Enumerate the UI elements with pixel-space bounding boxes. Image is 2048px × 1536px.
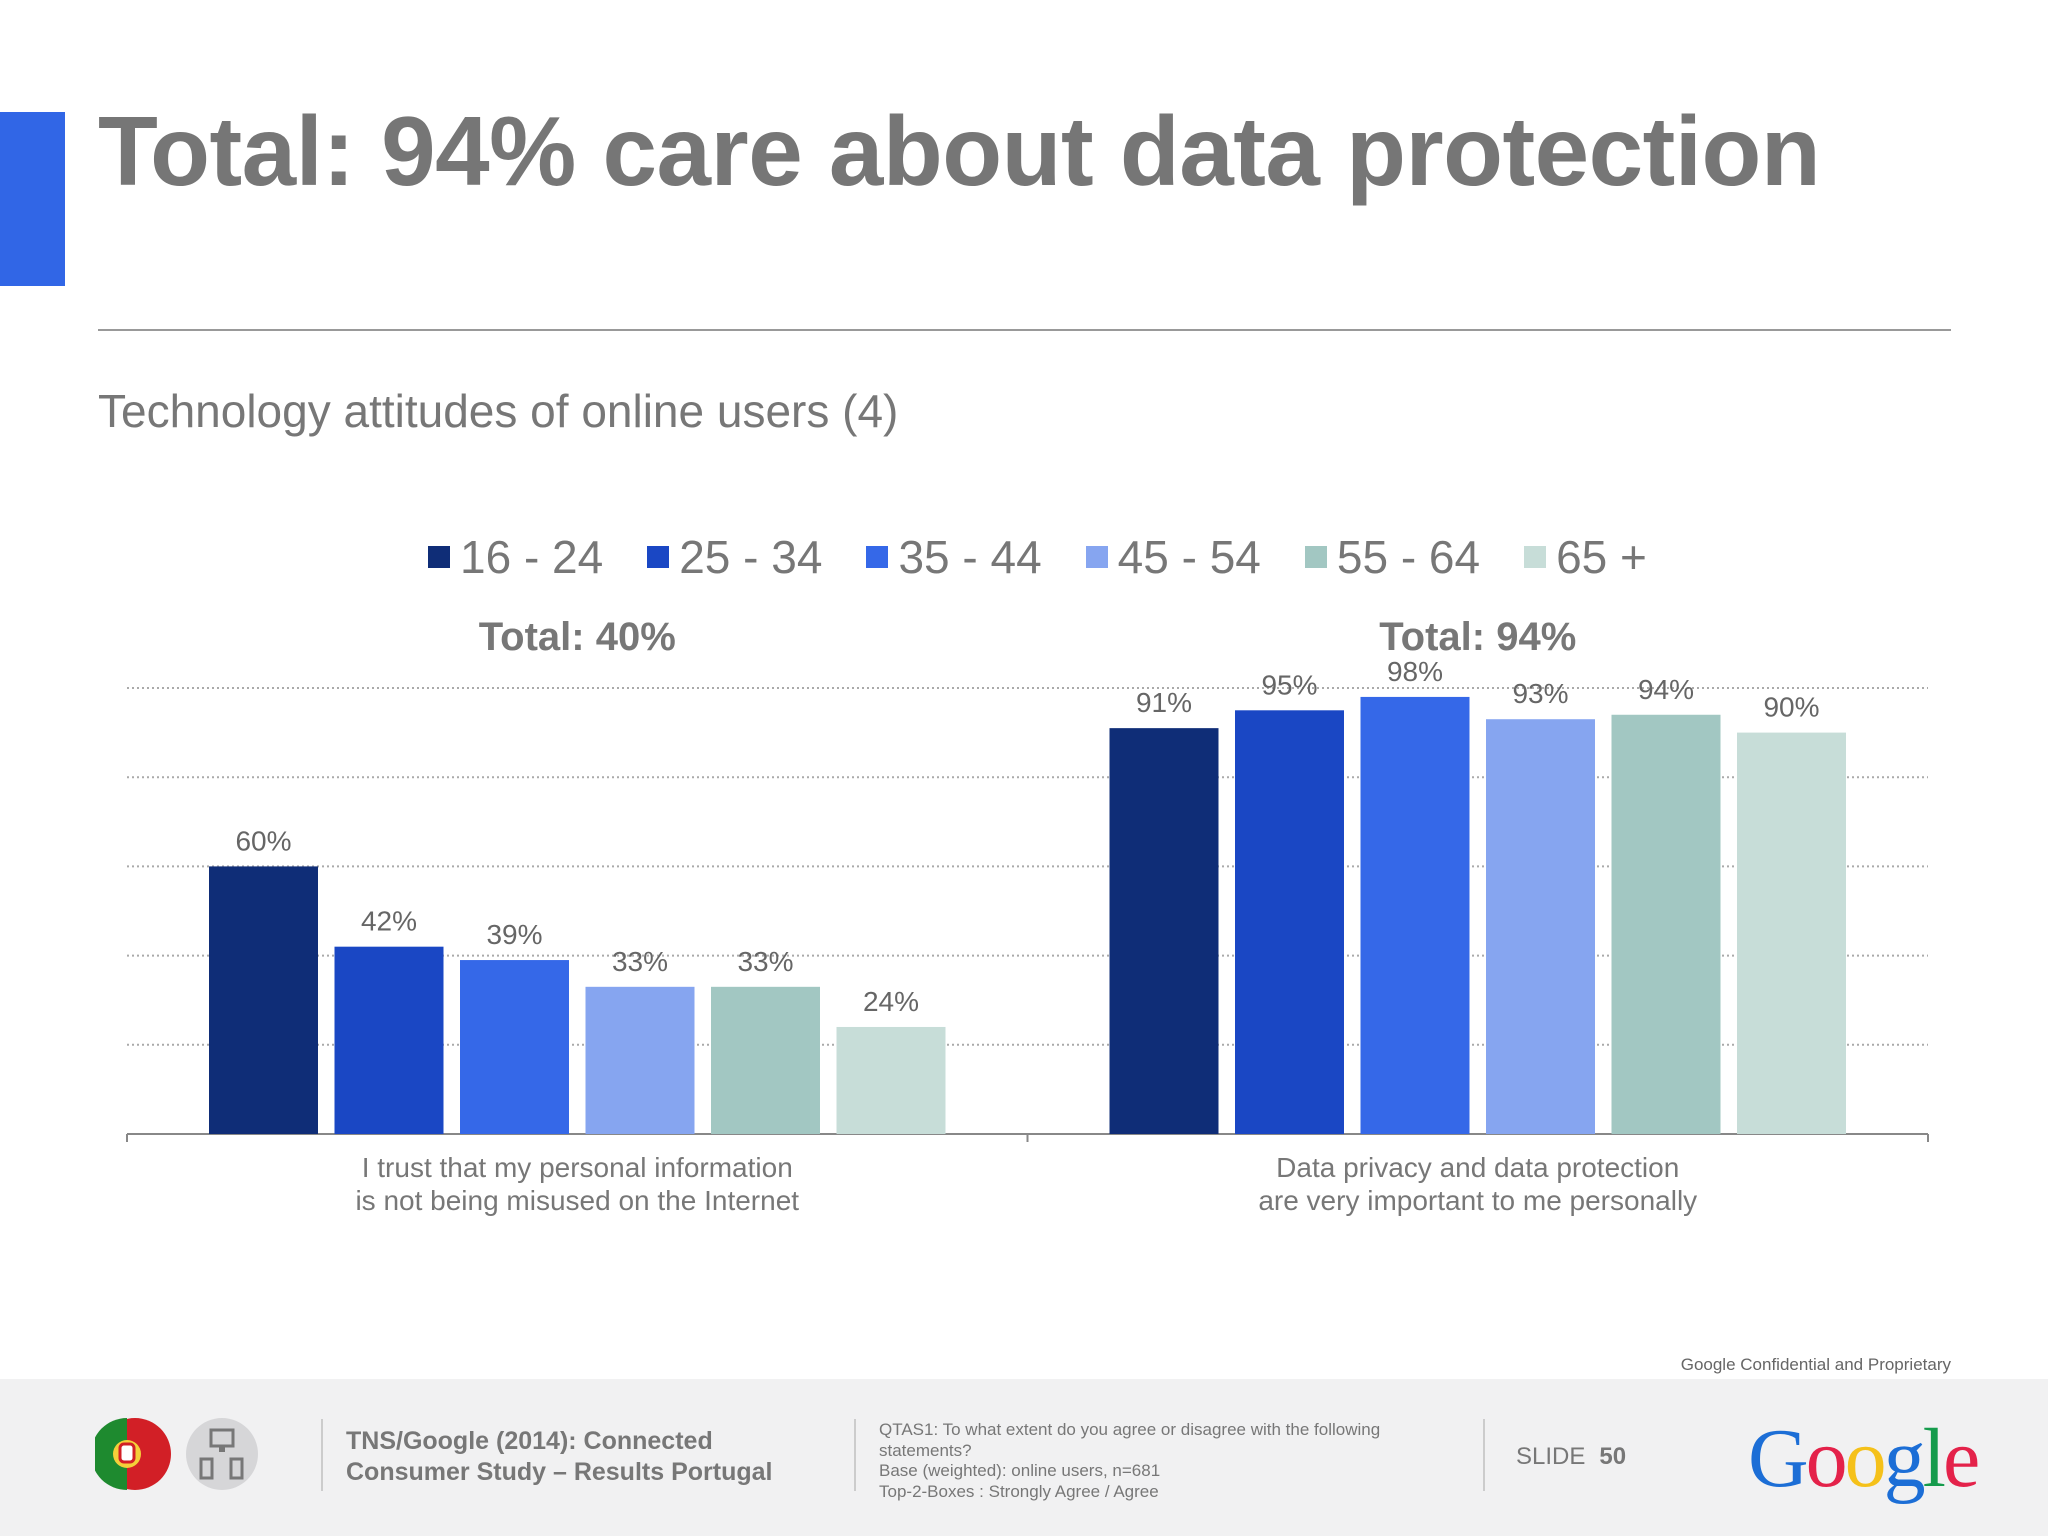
data-label: 42%: [361, 906, 417, 937]
portugal-flag-icon: [95, 1418, 171, 1490]
bar: [836, 1026, 946, 1134]
bar: [585, 986, 695, 1134]
legend-label: 55 - 64: [1336, 531, 1481, 583]
title-divider: [98, 329, 1951, 331]
bar: [1486, 719, 1595, 1134]
legend-label: 65 +: [1556, 531, 1647, 583]
question-notes: QTAS1: To what extent do you agree or di…: [879, 1420, 1439, 1502]
footer: [0, 1379, 2048, 1536]
bar: [711, 986, 820, 1134]
data-label: 94%: [1638, 674, 1694, 705]
page-title: Total: 94% care about data protection: [98, 96, 1821, 206]
title-accent-bar: [0, 112, 65, 286]
bar: [1235, 710, 1344, 1134]
footer-divider: [854, 1419, 856, 1491]
google-logo: Google: [1748, 1410, 1980, 1507]
logo-letter: G: [1748, 1412, 1809, 1505]
legend-label: 35 - 44: [898, 531, 1042, 583]
chart-subtitle: Technology attitudes of online users (4): [98, 385, 899, 437]
legend-swatch: [1304, 546, 1327, 568]
bar: [1360, 696, 1470, 1134]
category-label: I trust that my personal information: [362, 1152, 793, 1183]
logo-letter: g: [1883, 1412, 1926, 1505]
legend-swatch: [1524, 546, 1547, 568]
legend-item: 65 +: [1524, 530, 1647, 584]
legend-item: 35 - 44: [866, 530, 1042, 584]
data-label: 33%: [612, 946, 668, 977]
footer-divider: [321, 1419, 323, 1491]
source-line: TNS/Google (2014): Connected: [346, 1427, 713, 1455]
logo-letter: o: [1844, 1412, 1887, 1505]
footer-divider: [1483, 1419, 1485, 1491]
logo-letter: e: [1943, 1412, 1980, 1505]
data-label: 24%: [863, 986, 919, 1017]
note-line: Base (weighted): online users, n=681: [879, 1461, 1161, 1480]
legend-swatch: [866, 546, 889, 568]
bar: [209, 866, 318, 1134]
legend-label: 25 - 34: [679, 531, 823, 583]
data-label: 95%: [1261, 669, 1317, 700]
legend-label: 16 - 24: [460, 531, 604, 583]
confidential-note: Google Confidential and Proprietary: [1680, 1355, 1951, 1374]
slide-number-value: 50: [1599, 1443, 1627, 1470]
legend-item: 16 - 24: [428, 530, 603, 584]
slide-label: SLIDE: [1516, 1443, 1586, 1470]
legend-item: 55 - 64: [1304, 530, 1481, 584]
logo-letter: o: [1805, 1412, 1848, 1505]
bar: [460, 960, 569, 1134]
data-label: 90%: [1763, 692, 1819, 723]
legend-item: 45 - 54: [1085, 530, 1261, 584]
bar: [1109, 728, 1219, 1134]
data-label: 60%: [235, 825, 291, 856]
slide-number: SLIDE 50: [1516, 1443, 1626, 1471]
data-label: 93%: [1512, 678, 1568, 709]
category-label: are very important to me personally: [1258, 1185, 1697, 1216]
data-label: 98%: [1387, 656, 1443, 687]
data-label: 39%: [486, 919, 542, 950]
category-label: Data privacy and data protection: [1276, 1152, 1679, 1183]
source-citation: TNS/Google (2014): Connected Consumer St…: [346, 1426, 772, 1488]
legend-swatch: [647, 546, 670, 568]
data-label: 91%: [1136, 687, 1192, 718]
bar: [1611, 714, 1721, 1134]
category-label: is not being misused on the Internet: [355, 1185, 799, 1216]
devices-icon: [186, 1418, 258, 1490]
source-line: Consumer Study – Results Portugal: [346, 1458, 773, 1486]
note-line: Top-2-Boxes : Strongly Agree / Agree: [879, 1481, 1159, 1501]
legend-label: 45 - 54: [1117, 531, 1261, 583]
data-label: 33%: [737, 946, 793, 977]
group-total-label: Total: 94%: [1379, 615, 1576, 659]
legend-swatch: [428, 546, 450, 568]
logo-letter: l: [1922, 1412, 1946, 1505]
group-total-label: Total: 40%: [479, 615, 676, 659]
bar: [1737, 732, 1846, 1134]
bar: [334, 946, 444, 1134]
note-line: QTAS1: To what extent do you agree or di…: [879, 1420, 1381, 1460]
legend-swatch: [1085, 546, 1108, 568]
legend-item: 25 - 34: [647, 530, 822, 584]
chart-legend: 16 - 24 25 - 34 35 - 44 45 - 54 55 - 64 65 +: [428, 530, 1647, 584]
